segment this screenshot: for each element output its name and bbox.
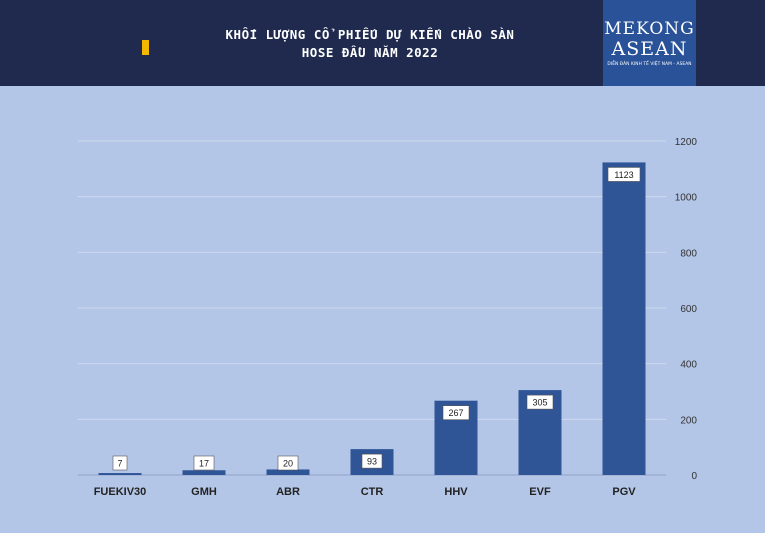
data-label: 1123 — [614, 170, 633, 180]
data-labels: 7 17 20 93 267 305 1123 — [112, 167, 641, 471]
data-label: 20 — [283, 459, 293, 469]
x-tick-label: EVF — [529, 486, 551, 498]
bar — [602, 162, 646, 475]
chart-title: KHỐI LƯỢNG CỔ PHIẾU DỰ KIẾN CHÀO SÀN HOS… — [170, 26, 570, 62]
data-label: 17 — [199, 459, 209, 469]
x-tick-label: GMH — [191, 486, 217, 498]
bar — [266, 469, 310, 475]
data-label-box — [526, 394, 554, 410]
title-line-2: HOSE ĐẦU NĂM 2022 — [301, 45, 439, 60]
data-label-box — [112, 455, 128, 471]
y-tick-label: 1000 — [675, 193, 698, 204]
data-label-box — [277, 455, 299, 471]
data-label-box — [442, 405, 470, 420]
x-tick-label: HHV — [444, 486, 468, 498]
mekong-asean-logo: MEKONG ASEAN DIỄN ĐÀN KINH TẾ VIỆT NAM -… — [603, 0, 696, 86]
y-tick-label: 600 — [680, 304, 697, 315]
x-tick-label: PGV — [612, 486, 636, 498]
x-tick-label: FUEKIV30 — [94, 486, 147, 498]
bar — [182, 470, 226, 475]
x-tick-label: ABR — [276, 486, 300, 498]
chart-header: KHỐI LƯỢNG CỔ PHIẾU DỰ KIẾN CHÀO SÀN HOS… — [0, 0, 765, 86]
y-tick-label: 200 — [680, 415, 697, 426]
accent-bar — [142, 40, 149, 55]
title-line-1: KHỐI LƯỢNG CỔ PHIẾU DỰ KIẾN CHÀO SÀN — [225, 27, 515, 42]
grid-lines — [78, 140, 666, 476]
y-tick-label: 400 — [680, 360, 697, 371]
y-tick-label: 1200 — [675, 137, 698, 148]
logo-tagline: DIỄN ĐÀN KINH TẾ VIỆT NAM - ASEAN — [607, 62, 692, 67]
data-label-box — [361, 453, 383, 469]
y-tick-label: 800 — [680, 248, 697, 259]
data-label-box — [193, 455, 215, 471]
logo-line-2: ASEAN — [611, 38, 688, 60]
y-tick-label: 0 — [691, 471, 697, 482]
data-label: 7 — [117, 459, 122, 469]
bars — [98, 162, 646, 475]
data-label: 305 — [532, 398, 547, 408]
data-label: 93 — [367, 457, 377, 467]
data-label-box — [607, 167, 641, 182]
x-axis-labels: FUEKIV30 GMH ABR CTR HHV EVF PGV — [94, 486, 637, 498]
x-tick-label: CTR — [361, 486, 384, 498]
data-label: 267 — [448, 408, 463, 418]
logo-line-1: MEKONG — [604, 19, 695, 39]
y-axis-ticks: 0 200 400 600 800 1000 1200 — [675, 137, 698, 482]
bar — [98, 473, 142, 475]
